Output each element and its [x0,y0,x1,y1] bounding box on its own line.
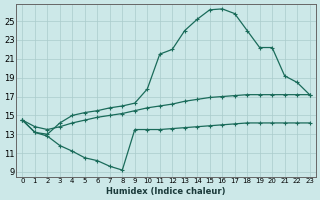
X-axis label: Humidex (Indice chaleur): Humidex (Indice chaleur) [106,187,226,196]
